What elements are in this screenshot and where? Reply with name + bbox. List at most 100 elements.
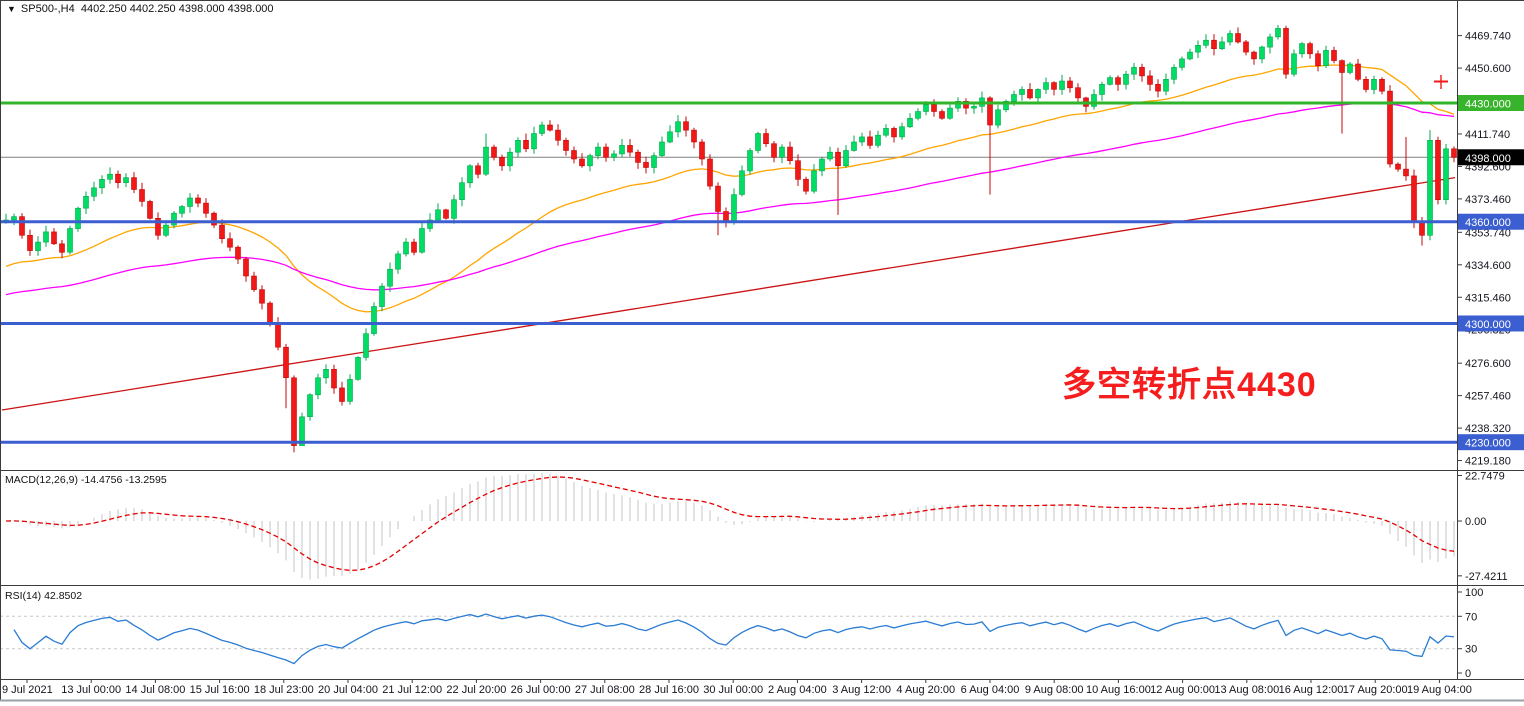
price-tick-label: 4315.460	[1465, 292, 1511, 304]
candle	[755, 131, 761, 154]
candle	[1131, 63, 1137, 80]
candle	[75, 206, 81, 232]
candle	[339, 381, 345, 406]
price-badge-label: 4230.000	[1465, 438, 1511, 450]
candle	[827, 146, 833, 162]
candle	[1403, 136, 1409, 181]
candle	[507, 147, 513, 172]
candle	[419, 221, 425, 254]
candle	[1035, 88, 1041, 103]
candle	[1091, 89, 1097, 110]
date-label: 10 Aug 16:00	[1086, 684, 1151, 696]
macd-indicator-label: MACD(12,26,9) -14.4756 -13.2595	[5, 474, 167, 486]
candle	[915, 108, 921, 121]
candle	[299, 412, 305, 446]
candle	[1363, 76, 1369, 93]
candle	[851, 135, 857, 152]
pivot-annotation-text: 多空转折点4430	[1062, 366, 1317, 404]
candle	[1227, 30, 1233, 46]
candle	[411, 238, 417, 256]
candle	[899, 122, 905, 140]
candle	[27, 229, 33, 256]
candle	[819, 156, 825, 177]
rsi-line	[13, 613, 1455, 665]
candle	[1155, 79, 1161, 98]
rsi-tick-label: 30	[1465, 644, 1477, 656]
candle	[163, 220, 169, 237]
candle	[435, 203, 441, 222]
candle	[443, 208, 449, 220]
candle	[1379, 77, 1385, 95]
slow-ma-line	[1, 176, 1456, 411]
candle	[731, 188, 737, 225]
candle	[611, 150, 617, 162]
candle	[691, 127, 697, 149]
date-label: 12 Aug 00:00	[1150, 684, 1215, 696]
ohlc-quotes: 4402.250 4402.250 4398.000 4398.000	[80, 3, 274, 15]
candle	[259, 285, 265, 310]
candle	[667, 125, 673, 144]
candle	[227, 232, 233, 252]
date-label: 13 Aug 08:00	[1214, 684, 1279, 696]
candle	[603, 143, 609, 162]
date-label: 2 Aug 04:00	[768, 684, 827, 696]
candle	[835, 147, 841, 215]
candle	[155, 212, 161, 240]
collapse-triangle-icon[interactable]: ▼	[7, 4, 16, 14]
candle	[1195, 40, 1201, 58]
candle	[307, 393, 313, 421]
price-badge-4360	[1458, 213, 1524, 230]
candle	[539, 121, 545, 136]
candle	[475, 162, 481, 179]
candle	[179, 205, 185, 218]
date-label: 9 Jul 2021	[2, 684, 53, 696]
price-badge-4430	[1458, 95, 1524, 111]
candle	[987, 96, 993, 195]
candle	[171, 211, 177, 229]
candle	[763, 128, 769, 147]
candle	[891, 126, 897, 143]
candle	[1075, 83, 1081, 102]
candle	[595, 142, 601, 160]
date-label: 22 Jul 20:00	[446, 684, 506, 696]
candle	[963, 98, 969, 115]
candle	[587, 153, 593, 172]
candle	[715, 182, 721, 236]
candle	[1139, 63, 1145, 82]
candle	[563, 137, 569, 156]
candle	[1203, 34, 1209, 49]
candle	[147, 199, 153, 220]
candle	[683, 116, 689, 137]
chart-title: ▼ SP500-,H4 4402.250 4402.250 4398.000 43…	[7, 3, 274, 15]
candles-layer	[3, 25, 1457, 453]
date-label: 4 Aug 20:00	[896, 684, 955, 696]
candle	[115, 170, 121, 189]
candle	[1427, 130, 1433, 241]
candle	[947, 102, 953, 120]
candle	[995, 104, 1001, 129]
candle	[315, 373, 321, 400]
symbol-timeframe-label: SP500-,H4	[20, 3, 75, 15]
date-label: 26 Jul 00:00	[511, 684, 571, 696]
candle	[939, 109, 945, 120]
candle	[291, 375, 297, 453]
candle	[1235, 27, 1241, 44]
candle	[403, 238, 409, 257]
date-label: 20 Jul 04:00	[318, 684, 378, 696]
candle	[739, 165, 745, 197]
fast-ema-line	[5, 64, 1455, 313]
candle	[1187, 48, 1193, 61]
candle	[659, 136, 665, 158]
price-badge-4300	[1458, 315, 1524, 332]
candle	[907, 113, 913, 128]
candle	[1371, 75, 1377, 95]
price-tick-label: 4353.740	[1465, 227, 1511, 239]
date-label: 28 Jul 16:00	[639, 684, 699, 696]
candle	[1283, 25, 1289, 79]
date-label: 19 Aug 04:00	[1407, 684, 1472, 696]
candle	[635, 149, 641, 169]
candle	[1107, 75, 1113, 86]
candle	[251, 271, 257, 292]
macd-histogram-layer	[13, 473, 1455, 580]
candle	[235, 245, 241, 264]
